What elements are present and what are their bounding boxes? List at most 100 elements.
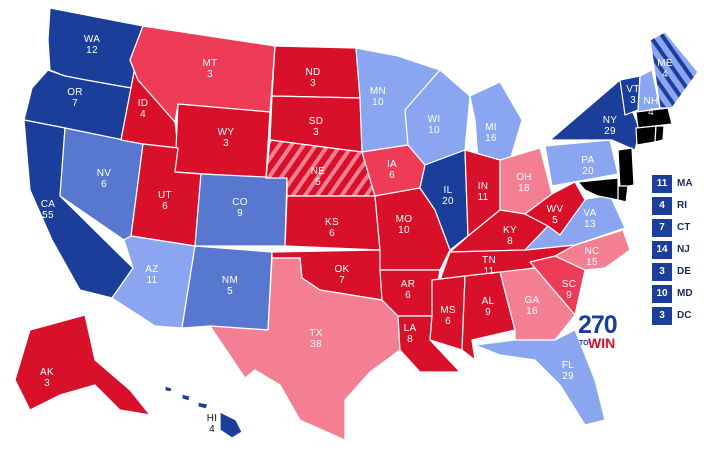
state-votes-ID: 4 (140, 109, 146, 120)
state-label-VA: VA (583, 208, 596, 219)
small-state-abbr: CT (677, 222, 691, 233)
state-WV[interactable] (524, 181, 586, 236)
state-MA[interactable] (635, 107, 673, 129)
state-label-OR: OR (67, 87, 83, 98)
state-label-MT: MT (202, 58, 217, 69)
state-votes-FL: 29 (562, 371, 574, 382)
small-state-votes: 10 (652, 285, 672, 303)
state-AK[interactable] (14, 314, 151, 416)
state-votes-NH: 4 (648, 107, 654, 118)
state-votes-AL: 9 (485, 307, 491, 318)
state-DE[interactable] (617, 185, 629, 203)
state-label-VT: VT (626, 84, 639, 95)
state-label-CO: CO (232, 197, 248, 208)
state-label-NY: NY (603, 115, 618, 126)
state-votes-KS: 6 (329, 228, 335, 239)
small-state-row[interactable]: 10 MD (652, 285, 712, 303)
small-state-votes: 14 (652, 241, 672, 259)
state-votes-VA: 13 (584, 219, 596, 230)
state-votes-GA: 16 (526, 306, 538, 317)
small-state-abbr: RI (677, 200, 687, 211)
state-ME[interactable] (649, 31, 699, 109)
state-votes-WV: 5 (552, 215, 558, 226)
state-votes-UT: 6 (162, 201, 168, 212)
state-label-AZ: AZ (145, 264, 158, 275)
state-label-KS: KS (325, 217, 339, 228)
state-label-UT: UT (158, 190, 172, 201)
state-PA[interactable] (544, 139, 619, 187)
small-state-abbr: MA (677, 178, 693, 189)
state-label-FL: FL (562, 360, 574, 371)
state-TX[interactable] (209, 257, 401, 441)
state-label-AK: AK (40, 367, 54, 378)
state-votes-OH: 18 (518, 183, 530, 194)
state-label-MS: MS (440, 305, 456, 316)
state-MS[interactable] (429, 275, 466, 351)
state-votes-PA: 20 (582, 166, 594, 177)
small-state-row[interactable]: 11 MA (652, 175, 712, 193)
state-label-ND: ND (305, 67, 320, 78)
logo-number: 270 (578, 311, 618, 339)
state-label-MI: MI (485, 122, 497, 133)
state-label-AL: AL (482, 296, 495, 307)
state-label-NM: NM (222, 275, 238, 286)
state-RI[interactable] (654, 125, 665, 143)
state-votes-WY: 3 (223, 138, 229, 149)
state-votes-WA: 12 (86, 45, 98, 56)
state-votes-ME: 4 (662, 69, 668, 80)
state-label-PA: PA (581, 155, 594, 166)
state-label-SD: SD (309, 116, 324, 127)
state-label-WY: WY (218, 127, 235, 138)
state-votes-NC: 15 (586, 257, 598, 268)
state-label-OK: OK (334, 264, 349, 275)
state-votes-IN: 11 (478, 192, 489, 203)
small-state-abbr: NJ (677, 244, 690, 255)
state-votes-TX: 38 (310, 339, 322, 350)
small-state-row[interactable]: 3 DE (652, 263, 712, 281)
state-votes-IL: 20 (442, 196, 454, 207)
state-label-WI: WI (428, 114, 441, 125)
small-state-votes: 3 (652, 263, 672, 281)
small-state-row[interactable]: 4 RI (652, 197, 712, 215)
state-label-CA: CA (41, 199, 56, 210)
state-votes-MS: 6 (445, 316, 451, 327)
small-state-votes: 4 (652, 197, 672, 215)
state-label-GA: GA (524, 295, 539, 306)
state-votes-LA: 8 (407, 334, 413, 345)
state-votes-SD: 3 (313, 127, 319, 138)
state-label-SC: SC (562, 279, 577, 290)
state-label-NV: NV (97, 168, 112, 179)
small-state-abbr: MD (677, 288, 693, 299)
state-HI-islands (164, 385, 209, 410)
state-label-NE: NE (311, 166, 326, 177)
small-state-abbr: DE (677, 266, 691, 277)
state-label-IL: IL (444, 185, 453, 196)
state-label-HI: HI (207, 413, 218, 424)
state-votes-VT: 3 (630, 95, 636, 106)
state-votes-KY: 8 (507, 236, 513, 247)
small-state-row[interactable]: 14 NJ (652, 241, 712, 259)
state-label-MN: MN (370, 86, 386, 97)
state-votes-WI: 10 (428, 125, 440, 136)
state-label-IA: IA (387, 159, 397, 170)
small-state-row[interactable]: 3 DC (652, 307, 712, 325)
state-votes-SC: 9 (566, 290, 572, 301)
state-votes-OK: 7 (339, 275, 345, 286)
state-label-KY: KY (503, 225, 517, 236)
logo-win: WIN (588, 335, 616, 351)
state-CT[interactable] (635, 125, 657, 146)
state-votes-IA: 6 (389, 170, 395, 181)
logo-to: TO (579, 340, 589, 347)
state-MD[interactable] (577, 177, 619, 201)
state-label-LA: LA (404, 323, 417, 334)
site-logo[interactable]: 270 TO WIN (578, 312, 628, 356)
small-state-row[interactable]: 7 CT (652, 219, 712, 237)
state-label-OH: OH (516, 172, 532, 183)
state-NJ[interactable] (617, 147, 635, 189)
state-votes-CA: 55 (42, 210, 54, 221)
state-HI[interactable] (219, 411, 243, 439)
state-votes-MI: 16 (485, 133, 497, 144)
state-MI[interactable] (469, 81, 523, 161)
state-FL[interactable] (474, 329, 606, 426)
